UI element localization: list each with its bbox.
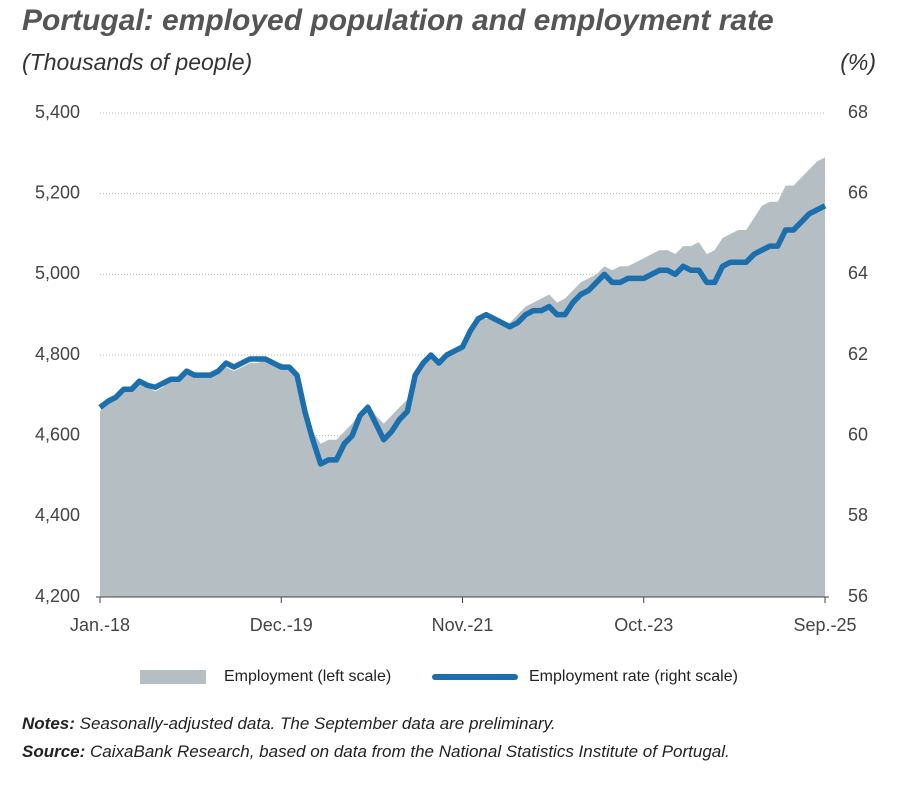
y2-tick-label: 68: [848, 102, 868, 122]
legend-item: Employment (left scale): [140, 668, 391, 685]
x-tick-label: Dec.-19: [250, 615, 313, 635]
note: Notes: Seasonally-adjusted data. The Sep…: [22, 714, 556, 733]
y-tick-label: 4,400: [35, 505, 80, 525]
y-tick-label: 5,000: [35, 263, 80, 283]
note: Source: CaixaBank Research, based on dat…: [22, 742, 730, 761]
legend-label: Employment rate (right scale): [529, 668, 738, 685]
y2-tick-label: 62: [848, 344, 868, 364]
note-text: CaixaBank Research, based on data from t…: [85, 742, 729, 761]
x-tick-label: Nov.-21: [432, 615, 494, 635]
y-tick-label: 4,200: [35, 586, 80, 606]
y2-tick-label: 58: [848, 505, 868, 525]
x-tick-label: Oct.-23: [614, 615, 673, 635]
y2-tick-label: 60: [848, 424, 868, 444]
legend-item: Employment rate (right scale): [432, 668, 738, 685]
line: [98, 203, 827, 467]
note-label: Notes:: [22, 714, 75, 733]
y-tick-label: 4,800: [35, 344, 80, 364]
y2-axis-label: (%): [840, 49, 876, 75]
y2-tick-label: 66: [848, 182, 868, 202]
note-label: Source:: [22, 742, 85, 761]
y2-tick-label: 64: [848, 263, 868, 283]
legend-label: Employment (left scale): [224, 668, 391, 685]
subtitle: (Thousands of people): [22, 49, 252, 75]
legend-swatch: [140, 670, 206, 684]
y-tick-label: 5,400: [35, 102, 80, 122]
note-text: Seasonally-adjusted data. The September …: [75, 714, 556, 733]
x-tick-label: Sep.-25: [793, 615, 856, 635]
area: [100, 157, 825, 597]
y2-tick-label: 56: [848, 586, 868, 606]
y-tick-label: 5,200: [35, 182, 80, 202]
x-tick-label: Jan.-18: [70, 615, 130, 635]
y-tick-label: 4,600: [35, 424, 80, 444]
chart-title: Portugal: employed population and employ…: [22, 4, 774, 37]
